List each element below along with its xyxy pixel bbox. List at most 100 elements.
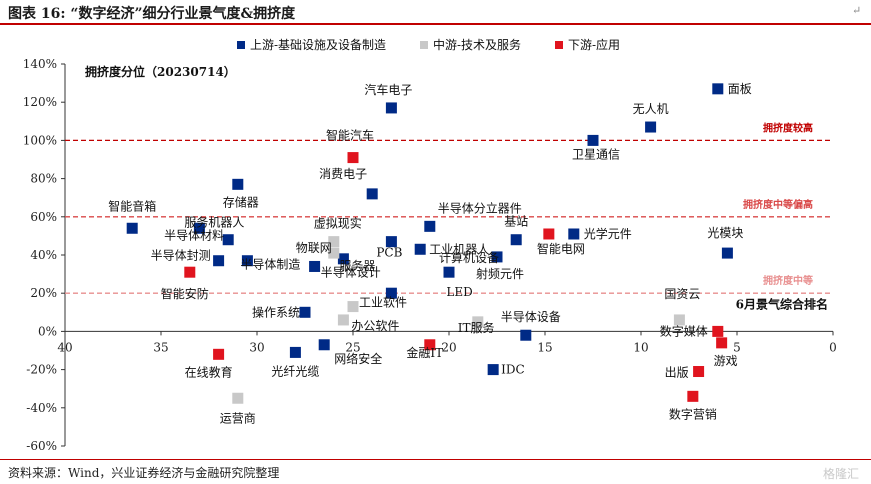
footer-rule: [0, 459, 871, 460]
data-point: [693, 366, 705, 378]
legend-swatch: [237, 41, 245, 49]
point-label: 半导体制造: [240, 258, 300, 272]
title-rule: [0, 23, 871, 25]
legend-swatch: [555, 41, 563, 49]
point-label: 服务器: [339, 258, 375, 273]
y-tick-label: -60%: [26, 439, 57, 453]
point-label: IT服务: [458, 320, 495, 335]
point-label: 数字媒体: [660, 323, 708, 338]
data-point: [232, 178, 244, 190]
point-label: 办公软件: [351, 318, 399, 333]
y-tick-label: 80%: [30, 172, 57, 186]
data-point: [213, 255, 225, 267]
point-label: 光纤光缆: [271, 364, 319, 378]
point-label: 基站: [504, 215, 528, 229]
legend-swatch: [420, 41, 428, 49]
point-label: 金融IT: [406, 345, 443, 360]
data-point: [673, 314, 685, 326]
data-point: [424, 339, 436, 351]
point-label: 在线教育: [185, 364, 233, 379]
data-point: [328, 236, 340, 248]
data-point: [687, 390, 699, 402]
point-label: 卫星通信: [572, 147, 620, 161]
x-tick-label: 25: [345, 340, 360, 354]
x-tick-label: 5: [733, 340, 741, 354]
point-label: 半导体封测: [151, 249, 211, 263]
ref-line-label: 拥挤度较高: [763, 121, 813, 134]
point-label: 智能电网: [537, 241, 585, 256]
data-point: [241, 255, 253, 267]
data-point: [193, 222, 205, 234]
point-label: 服务机器人: [184, 214, 244, 229]
x-tick-label: 30: [249, 340, 264, 354]
data-point: [126, 222, 138, 234]
data-point: [491, 251, 503, 263]
data-point: [385, 236, 397, 248]
data-point: [472, 316, 484, 328]
x-axis-note: 6月景气综合排名: [736, 296, 828, 311]
figure-title: 图表 16: “数字经济”细分行业景气度&拥挤度: [8, 6, 296, 22]
data-point: [487, 364, 499, 376]
watermark-logo: 格隆汇: [822, 467, 859, 481]
legend-label: 下游-应用: [568, 37, 620, 52]
data-point: [385, 287, 397, 299]
paragraph-mark: ↵: [852, 4, 862, 17]
point-label: 虚拟现实: [314, 216, 362, 231]
data-point: [443, 266, 455, 278]
point-label: 数字营销: [669, 406, 717, 421]
point-label: 消费电子: [319, 167, 367, 181]
source-note: 资料来源：Wind，兴业证券经济与金融研究院整理: [8, 466, 280, 480]
point-label: 智能汽车: [326, 128, 374, 143]
point-label: 半导体材料: [164, 229, 224, 243]
ref-line-label: 拥挤度中等偏高: [743, 198, 813, 211]
y-tick-label: -40%: [26, 401, 57, 415]
data-point: [716, 337, 728, 349]
data-point: [366, 188, 378, 200]
x-tick-label: 0: [829, 340, 837, 354]
point-label: 汽车电子: [364, 82, 412, 97]
ref-line-label: 拥挤度中等: [763, 274, 813, 287]
point-label: 游戏: [714, 354, 738, 368]
x-tick-label: 10: [633, 340, 648, 354]
point-label: 无人机: [633, 102, 669, 116]
point-label: 运营商: [220, 410, 256, 425]
point-label: LED: [446, 285, 472, 299]
data-point: [414, 243, 426, 255]
data-point: [543, 228, 555, 240]
y-tick-label: 20%: [30, 286, 57, 300]
point-label: 半导体设计: [321, 265, 381, 279]
point-label: 光学元件: [584, 226, 632, 241]
point-label: 智能音箱: [108, 198, 156, 213]
y-tick-label: 0%: [38, 324, 57, 338]
legend-label: 上游-基础设施及设备制造: [250, 38, 386, 52]
point-label: 计算机设备: [439, 250, 499, 265]
data-point: [712, 83, 724, 95]
y-tick-label: 120%: [23, 95, 57, 109]
point-label: 出版: [665, 366, 689, 380]
data-point: [510, 234, 522, 246]
data-point: [347, 301, 359, 313]
data-point: [337, 314, 349, 326]
y-tick-label: 40%: [30, 248, 57, 262]
data-point: [721, 247, 733, 259]
y-tick-label: -20%: [26, 363, 57, 377]
point-label: 射频元件: [476, 266, 524, 281]
point-label: 面板: [728, 82, 752, 96]
point-label: 半导体分立器件: [438, 200, 522, 215]
point-label: IDC: [501, 363, 525, 377]
data-point: [385, 102, 397, 114]
data-point: [424, 220, 436, 232]
x-tick-label: 20: [441, 340, 456, 354]
point-label: 工业软件: [359, 296, 407, 310]
point-label: 国资云: [664, 287, 700, 301]
point-label: 光模块: [707, 226, 743, 240]
point-label: PCB: [376, 246, 402, 260]
data-point: [289, 346, 301, 358]
data-point: [309, 260, 321, 272]
point-label: 网络安全: [334, 351, 382, 366]
x-tick-label: 35: [153, 340, 168, 354]
y-tick-label: 60%: [30, 210, 57, 224]
x-tick-label: 40: [57, 340, 72, 354]
y-tick-label: 140%: [23, 57, 57, 71]
